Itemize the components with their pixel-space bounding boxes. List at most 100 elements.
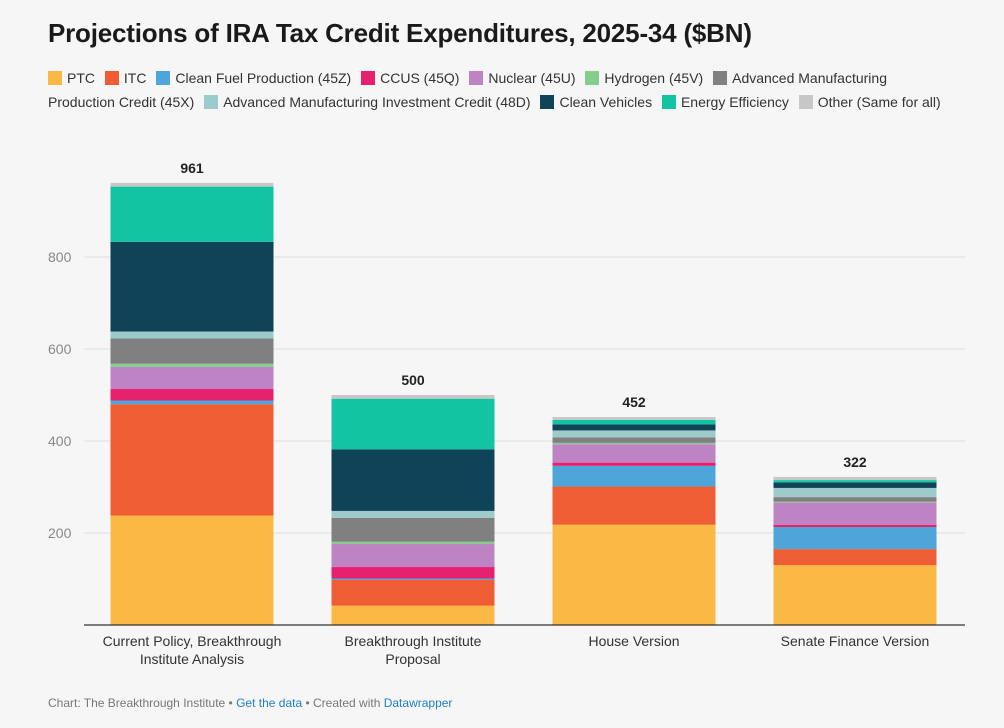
bar-segment [773,502,937,525]
footer: Chart: The Breakthrough Institute • Get … [48,696,452,710]
legend-label: CCUS (45Q) [380,70,460,86]
legend-swatch [156,71,171,85]
legend-item: Advanced Manufacturing Production Credit… [48,70,887,110]
y-tick-label: 200 [48,525,72,541]
bar-segment [773,497,937,502]
stacked-bar-chart: 200 400 600 800 961 Current Policy, Breakthro… [48,160,965,667]
y-tick-label: 600 [48,341,72,357]
footer-separator: • [225,696,237,710]
bar-segment [110,186,274,242]
legend-label: Clean Fuel Production (45Z) [175,70,352,86]
bar-segment [552,437,716,443]
bar-segment [110,389,274,401]
legend-label: Clean Vehicles [559,94,653,110]
bar-segment [773,501,937,503]
bar-segment [110,331,274,339]
legend-swatch [585,71,600,85]
bar-segment [110,182,274,187]
bar-segment [331,578,495,580]
bar-segment [110,338,274,364]
legend-label: ITC [123,70,147,86]
legend-label: Other (Same for all) [817,94,941,110]
footer-source: Chart: The Breakthrough Institute [48,696,226,710]
legend-item: Hydrogen (45V) [585,70,703,86]
bar-segment [552,417,716,420]
bar-segment [552,486,716,525]
bar-segment [110,515,274,625]
bar-segment [552,462,716,466]
legend-item: Advanced Manufacturing Investment Credit… [204,94,531,110]
bar-segment [552,465,716,487]
bar-segment [773,524,937,528]
y-tick-label: 400 [48,433,72,449]
legend-swatch [798,95,813,109]
legend-swatch [204,95,219,109]
legend-item: Clean Vehicles [540,94,652,110]
get-data-link[interactable]: Get the data [236,696,303,710]
bar-total-label: 961 [180,160,204,176]
legend-swatch [540,95,555,109]
bar-total-label: 452 [622,394,646,410]
bar-segment [773,480,937,483]
bar-segment [331,605,495,625]
legend-item: Other (Same for all) [798,94,941,110]
bar-segment [331,510,495,518]
y-tick-label: 800 [48,249,72,265]
bar-segment [331,579,495,606]
bar-segment [773,549,937,566]
legend-label: Advanced Manufacturing Production Credit… [48,70,887,110]
bar-segment [110,400,274,405]
x-tick-label: Current Policy, Breakthrough [103,633,282,649]
x-tick-label: Senate Finance Version [781,633,930,649]
legend-label: PTC [67,70,95,86]
bar-segment [552,444,716,463]
bar-segment [331,567,495,579]
legend-label: Hydrogen (45V) [604,70,704,86]
legend-item: Clean Fuel Production (45Z) [156,70,351,86]
x-tick-label: Institute Analysis [140,651,244,667]
legend-item: ITC [104,70,147,86]
bar-segment [773,527,937,550]
bar-segment [773,487,937,498]
legend-item: Nuclear (45U) [469,70,576,86]
bar-segment [773,565,937,625]
legend: PTC ITC Clean Fuel Production (45Z) CCUS… [48,66,948,114]
legend-label: Energy Efficiency [680,94,789,110]
bar-segment [552,424,716,431]
legend-swatch [469,71,484,85]
x-tick-label: Proposal [385,651,440,667]
legend-swatch [48,71,62,85]
legend-item: Energy Efficiency [661,94,789,110]
bar-segment [331,544,495,568]
chart-title: Projections of IRA Tax Credit Expenditur… [48,18,752,48]
bar-segment [773,482,937,488]
bar-segment [110,366,274,390]
bar-segment [331,449,495,511]
bar-segment [552,430,716,438]
bar-segment [773,476,937,481]
legend-swatch [361,71,376,85]
bar-segment [110,404,274,516]
legend-item: PTC [48,70,95,86]
bar-segment [331,541,495,545]
x-tick-label: House Version [588,633,679,649]
legend-item: CCUS (45Q) [361,70,459,86]
bar-total-label: 322 [843,454,867,470]
legend-label: Advanced Manufacturing Investment Credit… [223,94,531,110]
legend-swatch [661,95,676,109]
legend-swatch [104,71,119,85]
x-tick-label: Breakthrough Institute [345,633,482,649]
footer-created-with: • Created with [302,696,384,710]
bar-segment [331,517,495,542]
legend-label: Nuclear (45U) [488,70,576,86]
bar-segment [110,363,274,367]
datawrapper-link[interactable]: Datawrapper [383,696,453,710]
bar-segment [552,442,716,445]
bar-segment [331,398,495,450]
bar-segment [552,524,716,625]
bar-segment [552,419,716,425]
bar-total-label: 500 [401,372,425,388]
legend-swatch [713,71,728,85]
bar-segment [110,241,274,332]
bar-segment [331,395,495,399]
